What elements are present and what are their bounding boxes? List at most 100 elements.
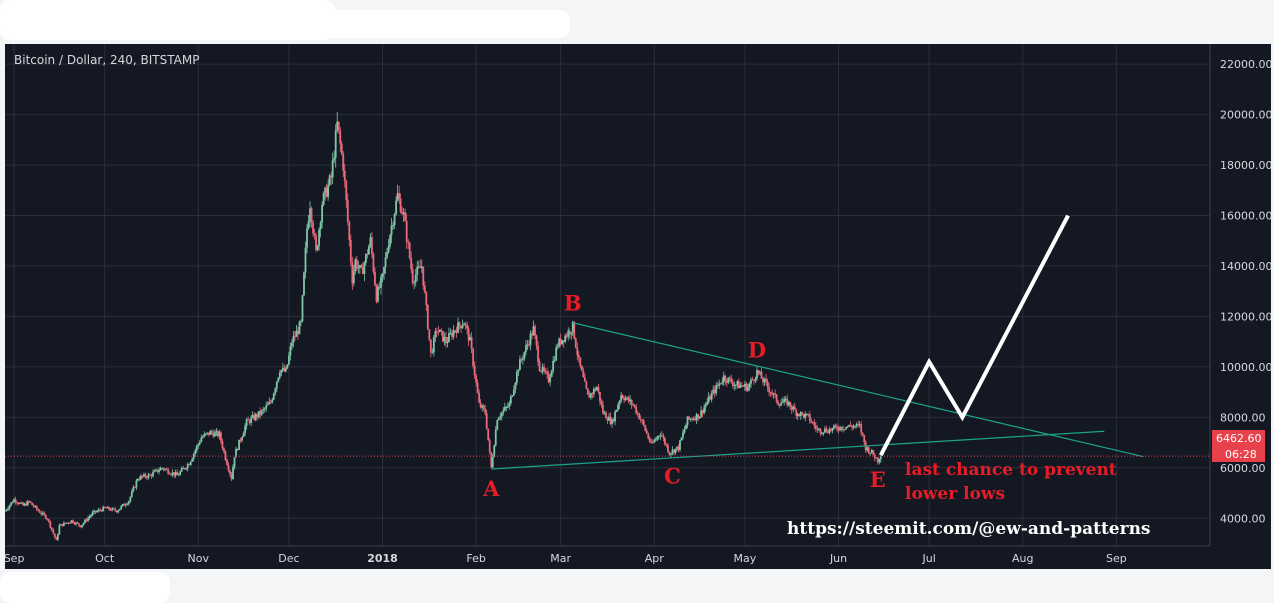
candle-body <box>805 413 808 415</box>
candle-body <box>799 412 802 416</box>
candle <box>522 354 524 365</box>
candle <box>124 502 127 508</box>
candle-body <box>620 395 622 402</box>
chart-panel[interactable]: 4000.00 6000.00 8000.00 10000.00 12000.00 140… <box>5 44 1271 569</box>
candle-body <box>552 360 555 372</box>
candle <box>854 425 857 429</box>
candle-body <box>19 502 22 504</box>
candle <box>451 329 453 341</box>
candle-body <box>860 424 863 433</box>
candle-body <box>597 387 600 393</box>
y-tick-label: 4000.00 <box>1220 512 1266 525</box>
y-tick-label: 12000.00 <box>1220 310 1271 323</box>
price-chart[interactable]: 4000.00 6000.00 8000.00 10000.00 12000.00 140… <box>5 44 1271 569</box>
candle <box>159 466 162 471</box>
candle-body <box>31 502 34 505</box>
candle-body <box>426 305 429 330</box>
candle-body <box>596 387 598 391</box>
candle <box>485 409 488 430</box>
candle-body <box>432 337 435 353</box>
candle <box>754 376 757 384</box>
candle <box>662 433 665 442</box>
candle-body <box>526 344 529 346</box>
candle-body <box>611 419 613 425</box>
candle <box>585 380 588 390</box>
candle <box>771 389 773 397</box>
candle-body <box>408 242 411 259</box>
candle-body <box>94 510 97 513</box>
candle <box>774 389 777 399</box>
candle-body <box>331 160 334 178</box>
candle-body <box>307 221 310 229</box>
candle-body <box>380 277 382 288</box>
candle <box>648 436 651 444</box>
candle <box>502 407 505 416</box>
candle <box>801 411 804 416</box>
candle-body <box>446 341 449 344</box>
candle <box>863 434 866 446</box>
candle-body <box>493 445 496 458</box>
candle <box>620 391 622 403</box>
candle <box>94 510 97 515</box>
candle <box>351 256 354 290</box>
candle <box>653 438 656 443</box>
candle-body <box>760 371 763 379</box>
candle <box>284 365 287 373</box>
candle-body <box>529 333 532 346</box>
candle-body <box>811 422 814 424</box>
candle <box>490 451 493 469</box>
trendlines <box>491 322 1144 470</box>
projection-path <box>879 214 1070 457</box>
candle-body <box>845 426 847 430</box>
candle <box>691 416 693 422</box>
candle <box>482 403 485 411</box>
candle <box>197 443 200 449</box>
candle <box>688 415 690 420</box>
candle-body <box>91 512 94 516</box>
candle <box>387 239 390 254</box>
candle <box>839 425 841 432</box>
candle-body <box>155 469 157 471</box>
candle-body <box>156 469 159 472</box>
candle-body <box>428 329 431 340</box>
candle-body <box>700 410 703 417</box>
candle <box>731 378 734 389</box>
candle-body <box>239 439 242 441</box>
candle-body <box>140 475 142 480</box>
candle <box>855 422 858 429</box>
candle <box>515 369 518 386</box>
x-tick-label: Apr <box>645 552 665 565</box>
candle <box>129 496 132 503</box>
candle <box>784 396 787 403</box>
candle <box>612 417 615 423</box>
candle-body <box>25 503 28 506</box>
candle <box>611 417 613 428</box>
candle-body <box>357 267 360 269</box>
candle-body <box>251 415 254 418</box>
candle-body <box>861 432 864 436</box>
candle <box>411 263 414 286</box>
candle <box>845 426 847 430</box>
candle-body <box>188 464 191 466</box>
candle-body <box>70 520 73 523</box>
candle <box>73 521 76 526</box>
candle-body <box>425 292 428 306</box>
candle <box>111 506 114 512</box>
candle <box>713 386 716 398</box>
candle <box>793 402 796 411</box>
candle <box>769 391 772 398</box>
candle <box>173 472 176 479</box>
candle-body <box>594 388 597 391</box>
candle-body <box>583 377 586 382</box>
candle <box>26 500 29 507</box>
candle-body <box>419 266 422 268</box>
candle <box>680 437 683 441</box>
candle <box>201 435 204 439</box>
candle <box>153 469 156 473</box>
candle <box>657 435 660 440</box>
candle-body <box>491 457 494 468</box>
candle-body <box>470 336 473 349</box>
candle-body <box>343 170 346 181</box>
candle-body <box>76 522 79 524</box>
candle <box>136 477 139 482</box>
